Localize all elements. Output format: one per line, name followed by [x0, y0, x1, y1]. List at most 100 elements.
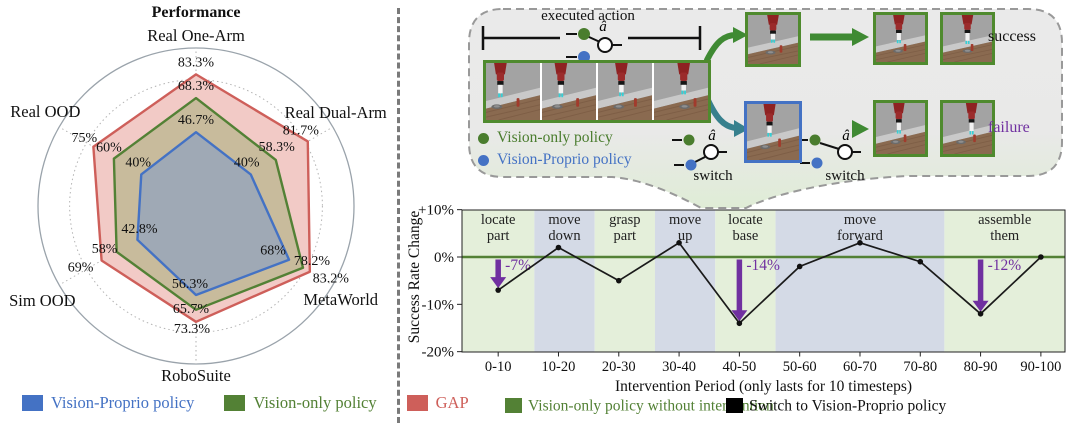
radar-legend: Vision-Proprio policy Vision-only policy… [22, 393, 469, 413]
success-label: success [988, 28, 1036, 45]
y-tick-label: 0% [434, 250, 454, 266]
phase-label: locate part [481, 212, 516, 244]
radar-axis-label: MetaWorld [303, 290, 378, 309]
radar-value-label: 83.3% [178, 55, 215, 70]
failure-label: failure [988, 119, 1030, 136]
radar-value-label: 81.7% [283, 123, 320, 138]
phase-label: grasp part [609, 212, 640, 244]
radar-value-label: 65.7% [173, 302, 210, 317]
drop-arrowhead [972, 300, 989, 312]
annotation-label: -7% [505, 257, 531, 274]
action-symbol: â [708, 128, 716, 144]
robot-frame-success-start [745, 12, 801, 67]
radar-axis-label: Sim OOD [9, 291, 76, 310]
green-dot-icon [478, 132, 489, 144]
plot-border [461, 209, 1066, 353]
data-point [796, 263, 803, 270]
robot-frame-success-2 [940, 12, 995, 65]
drop-arrowhead [490, 277, 507, 289]
robot-frame-failure-1 [873, 100, 928, 157]
legend-item-gap: GAP [406, 393, 469, 413]
legend-label: GAP [435, 393, 469, 412]
intervention-line-chart: locate part move down grasp part move up locate b… [418, 203, 1066, 415]
chart-legend-label: Vision-only policy without intervention [528, 398, 774, 415]
x-tick-label: 30-40 [662, 359, 696, 375]
bubble-legend-vision-only: Vision-only policy [478, 129, 613, 147]
radar-value-label: 58% [92, 242, 118, 257]
blue-dot-icon [478, 154, 489, 166]
radar-chart: 46.7% 40% 68% 56.3% 42.8% 40% 68.3% 58.3% 78.2% 6… [9, 26, 387, 385]
annotation-label: -14% [746, 257, 780, 274]
radar-value-label: 42.8% [121, 222, 158, 237]
trajectory-filmstrip [483, 60, 711, 123]
failure-branch-arrowhead [734, 120, 749, 137]
radar-value-label: 83.2% [313, 272, 350, 287]
x-tick-label: 60-70 [843, 359, 877, 375]
y-tick-label: -20% [422, 345, 455, 361]
chart-legend-swatch-icon [726, 398, 743, 413]
gap-swatch-icon [406, 395, 428, 411]
radar-series-vision-proprio-policy [136, 131, 291, 297]
success-arrow-icon [810, 28, 869, 46]
x-tick-label: 70-80 [903, 359, 937, 375]
data-point [495, 287, 501, 293]
robot-frame [486, 63, 540, 120]
radar-value-label: 60% [96, 141, 122, 156]
radar-value-label: 73.3% [174, 322, 211, 337]
data-line [497, 241, 1042, 325]
legend-item-vision-proprio: Vision-Proprio policy [22, 393, 194, 413]
phase-label: assemble them [978, 212, 1031, 244]
phase-band [654, 210, 716, 352]
switch-to-vision-icon: â [798, 128, 861, 169]
action-symbol: â [842, 128, 850, 144]
robot-frame-failure-2 [940, 100, 995, 157]
x-axis-title: Intervention Period (only lasts for 10 t… [615, 378, 912, 395]
phase-label: locate base [728, 212, 763, 244]
switch-label-1: switch [693, 168, 733, 184]
legend-label: Vision-Proprio policy [51, 393, 195, 412]
radar-title: Performance [151, 4, 241, 21]
x-tick-label: 50-60 [783, 359, 817, 375]
panel-divider [397, 8, 400, 423]
radar-value-label: 78.2% [294, 254, 331, 269]
x-tick-label: 40-50 [722, 359, 756, 375]
radar-value-label: 69% [68, 261, 94, 276]
radar-axis-label: Real Dual-Arm [285, 103, 387, 122]
policy-switch-icon: â [566, 19, 622, 63]
switch-to-proprio-icon: â [672, 128, 727, 171]
data-point [555, 244, 562, 251]
chart-legend-label: Switch to Vision-Proprio policy [749, 398, 947, 415]
robot-frame-proprio [744, 101, 802, 163]
bubble-legend-vision-proprio: Vision-Proprio policy [478, 151, 632, 169]
robot-frame [542, 63, 596, 120]
phase-band [775, 210, 945, 352]
y-tick-label: -10% [422, 297, 455, 313]
radar-axis-label: RoboSuite [161, 366, 231, 385]
data-point [917, 258, 924, 265]
y-tick-label: +10% [418, 203, 454, 219]
annotation-label: -12% [988, 257, 1022, 274]
radar-value-label: 68% [260, 244, 286, 259]
phase-band [594, 210, 655, 352]
phase-label: move down [548, 212, 581, 244]
vision-proprio-swatch-icon [22, 395, 43, 411]
radar-value-label: 40% [234, 155, 260, 170]
radar-value-label: 56.3% [172, 277, 209, 292]
x-tick-label: 20-30 [602, 359, 636, 375]
radar-value-label: 40% [125, 155, 151, 170]
radar-axis-label: Real One-Arm [147, 26, 245, 45]
bubble-legend-label: Vision-Proprio policy [497, 151, 632, 168]
data-point [736, 320, 743, 327]
x-tick-label: 10-20 [542, 359, 576, 375]
radar-value-label: 46.7% [178, 113, 215, 128]
phase-label: move up [669, 212, 701, 244]
bubble-legend-label: Vision-only policy [497, 129, 613, 146]
x-tick-label: 0-10 [485, 359, 512, 375]
phase-label: move forward [837, 212, 884, 244]
robot-frame-success-1 [873, 12, 928, 65]
radar-value-label: 68.3% [178, 79, 215, 94]
data-point [1038, 254, 1044, 260]
radar-axis-label: Real OOD [10, 102, 80, 121]
radar-value-label: 58.3% [259, 140, 296, 155]
